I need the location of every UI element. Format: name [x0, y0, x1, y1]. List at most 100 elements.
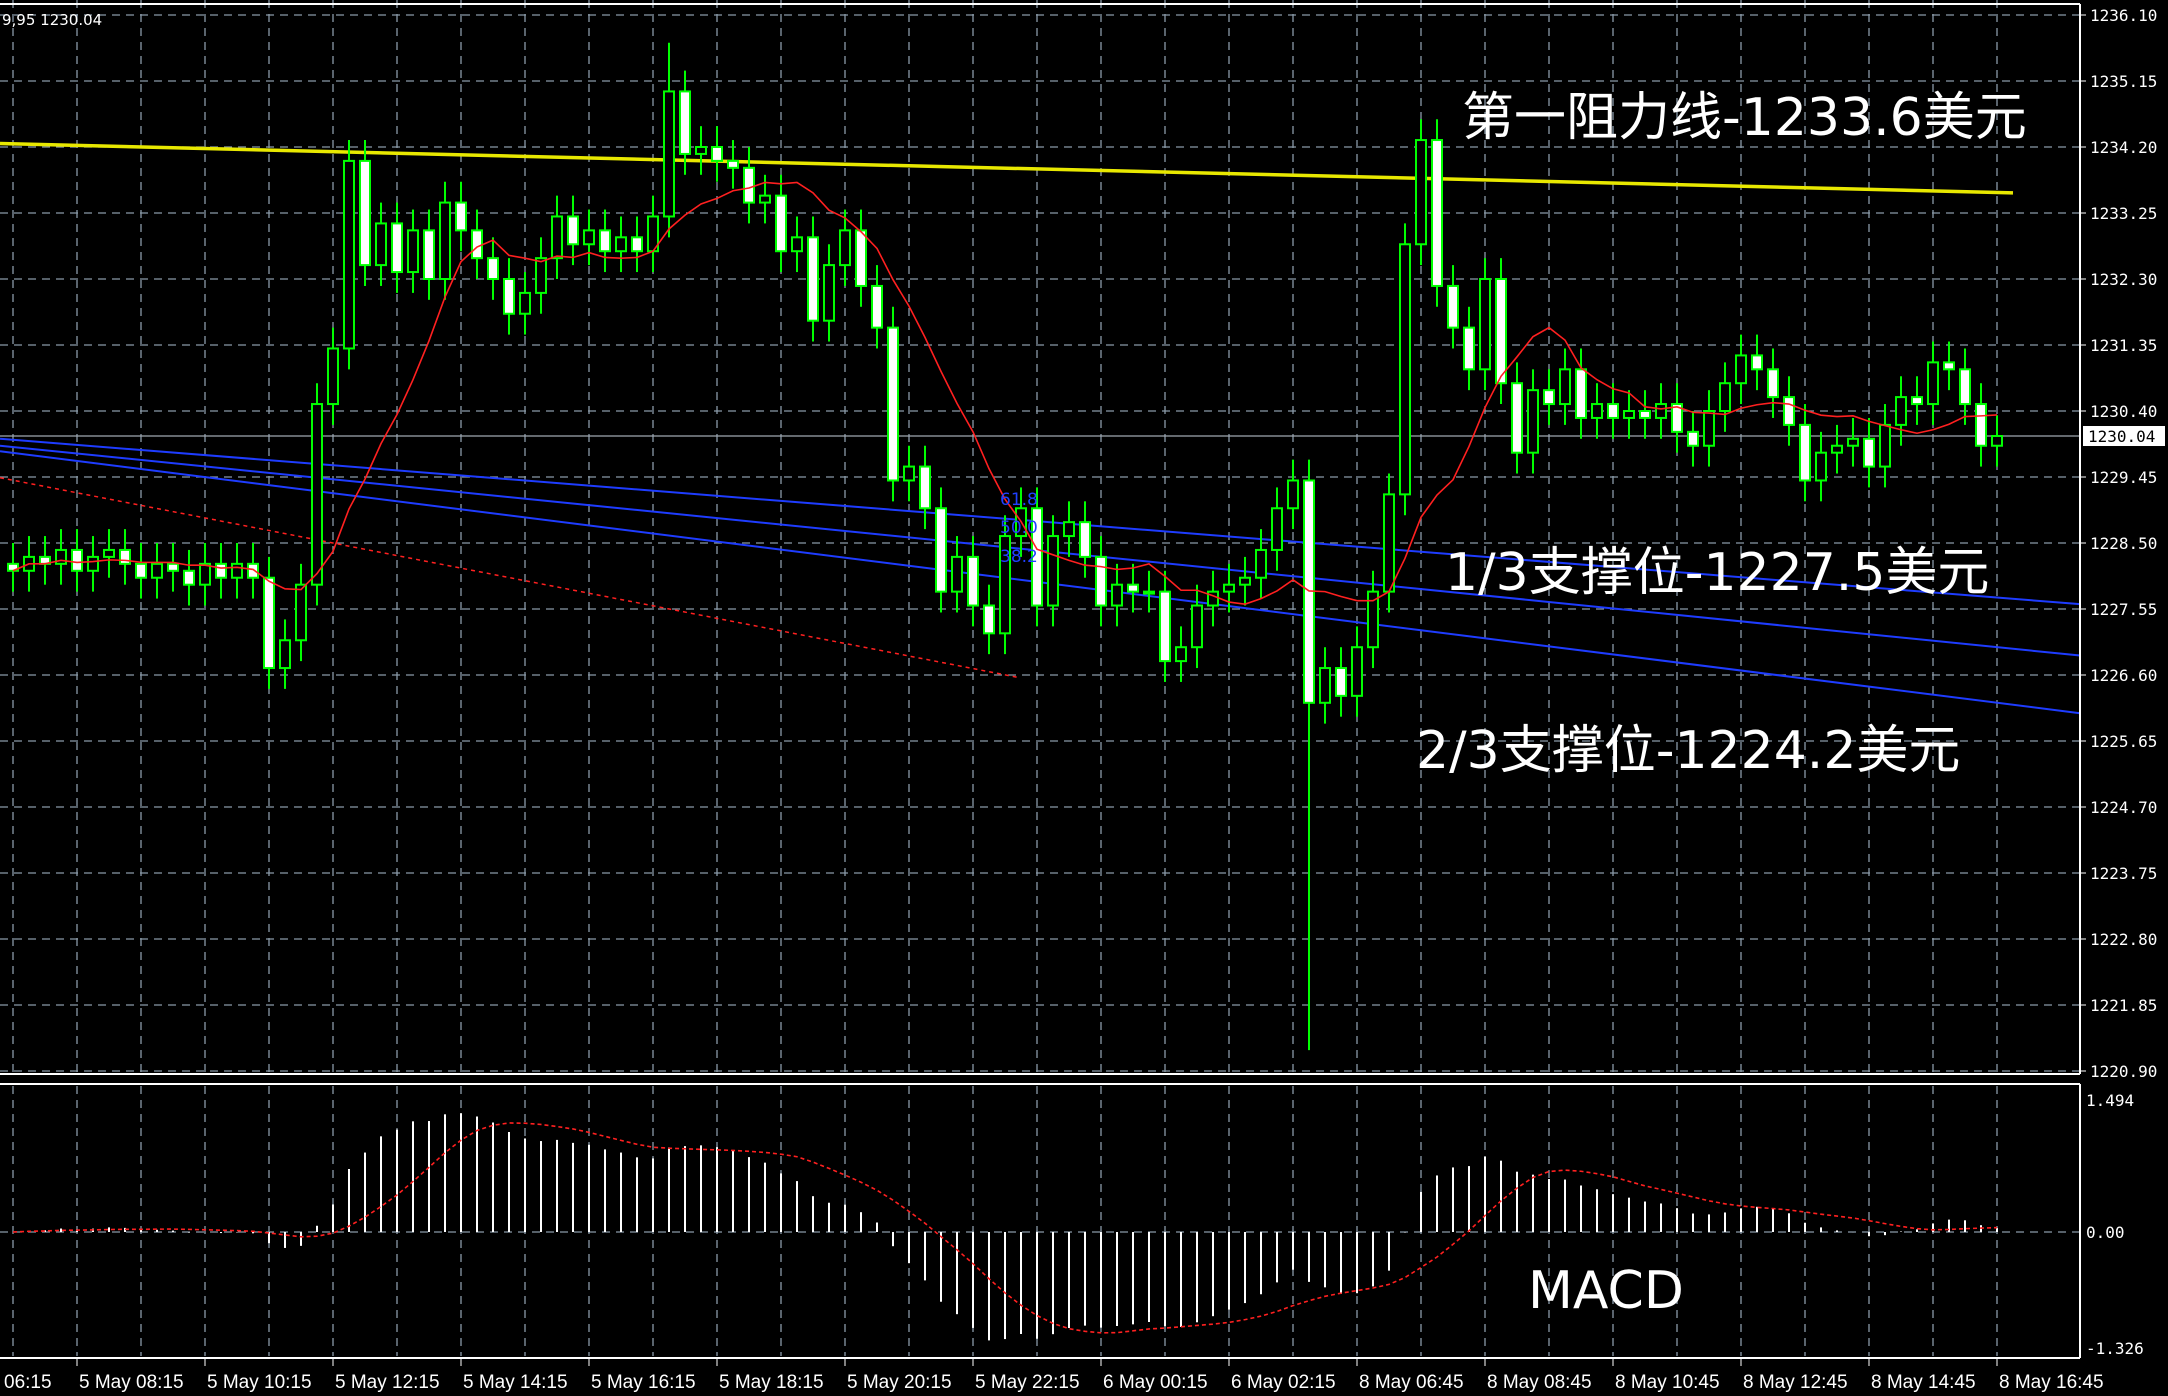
- candle-body: [135, 562, 147, 579]
- candle-body: [1127, 583, 1139, 593]
- price-tick-label: 1230.40: [2090, 402, 2157, 421]
- support-2-3-label: 2/3支撑位-1224.2美元: [1416, 721, 1960, 781]
- candle: [1655, 383, 1667, 439]
- candle-body: [1799, 423, 1811, 482]
- candle: [1639, 390, 1651, 439]
- candle-body: [1719, 382, 1731, 413]
- candle-body: [1463, 326, 1475, 371]
- candle: [1271, 487, 1283, 571]
- candle-body: [423, 229, 435, 281]
- candle-body: [839, 229, 851, 267]
- candle-body: [519, 291, 531, 315]
- candle: [503, 258, 515, 335]
- candle: [1159, 570, 1171, 682]
- candle-body: [1959, 368, 1971, 406]
- candle-body: [1943, 361, 1955, 371]
- candle-body: [1447, 284, 1459, 329]
- candle: [887, 306, 899, 502]
- candle-body: [1735, 354, 1747, 385]
- candle-body: [1831, 444, 1843, 454]
- candle: [263, 556, 275, 689]
- candle: [567, 195, 579, 266]
- candle: [1127, 563, 1139, 613]
- candle-body: [743, 166, 755, 204]
- candle-body: [1687, 430, 1699, 447]
- candle-body: [119, 548, 131, 565]
- candle-body: [1367, 590, 1379, 649]
- candle: [1719, 362, 1731, 432]
- candle-body: [407, 229, 419, 274]
- candle: [1047, 515, 1059, 627]
- fib-label-38-2: 38.2: [1000, 547, 1038, 567]
- candle-body: [887, 326, 899, 482]
- candle-body: [1431, 139, 1443, 287]
- candle: [647, 195, 659, 273]
- candle: [327, 327, 339, 425]
- candle: [1319, 647, 1331, 724]
- candle-body: [1703, 410, 1715, 447]
- candle-body: [567, 215, 579, 246]
- candle-body: [375, 222, 387, 267]
- candle-body: [1143, 590, 1155, 595]
- candle-body: [1511, 382, 1523, 454]
- candle: [1223, 563, 1235, 613]
- candle-body: [183, 569, 195, 586]
- fib-label-61-8: 61.8: [1000, 490, 1038, 510]
- candle: [1815, 431, 1827, 502]
- candle-body: [471, 229, 483, 260]
- candle-body: [199, 562, 211, 586]
- candle: [663, 42, 675, 238]
- candle-body: [87, 555, 99, 572]
- candle: [1239, 556, 1251, 606]
- info-text: 9,95 1230.04: [2, 11, 102, 29]
- candle-body: [551, 215, 563, 260]
- candle-body: [487, 257, 499, 281]
- candle: [1175, 626, 1187, 682]
- time-tick-label: 8 May 06:45: [1359, 1372, 1464, 1393]
- candle-body: [1079, 521, 1091, 558]
- candle: [679, 70, 691, 175]
- time-tick-label: 5 May 18:15: [719, 1372, 824, 1393]
- candle-body: [71, 548, 83, 572]
- candle: [55, 529, 67, 585]
- candle: [1351, 626, 1363, 717]
- candle: [439, 181, 451, 300]
- candle-body: [1559, 368, 1571, 406]
- time-tick-label: 06:15: [4, 1372, 52, 1393]
- time-tick-label: 5 May 16:15: [591, 1372, 696, 1393]
- candle: [951, 536, 963, 613]
- candle: [391, 202, 403, 293]
- candle: [1399, 223, 1411, 516]
- candle-body: [1063, 521, 1075, 538]
- macd-tick-label: 0.00: [2086, 1223, 2125, 1242]
- candle: [1511, 362, 1523, 474]
- candle-body: [583, 229, 595, 246]
- candle: [1895, 376, 1907, 446]
- candle-body: [503, 278, 515, 315]
- candle-body: [791, 236, 803, 253]
- macd-panel: [12, 1113, 1998, 1341]
- candle-body: [231, 562, 243, 579]
- time-tick-label: 6 May 00:15: [1103, 1372, 1208, 1393]
- candle: [1031, 487, 1043, 627]
- candle: [471, 209, 483, 279]
- price-tick-label: 1220.90: [2090, 1062, 2157, 1081]
- moving-average: [12, 181, 1998, 605]
- candle: [231, 543, 243, 599]
- candle-body: [1623, 410, 1635, 419]
- candle-body: [615, 236, 627, 253]
- candle-body: [663, 90, 675, 218]
- candle: [1095, 536, 1107, 627]
- candle: [695, 126, 707, 175]
- candle-body: [1335, 667, 1347, 697]
- candle: [1863, 417, 1875, 488]
- fib-label-50-0: 50.0: [1000, 518, 1038, 538]
- candle: [1623, 390, 1635, 439]
- candle-body: [1271, 507, 1283, 551]
- candle-body: [455, 201, 467, 232]
- support-1-3-label: 1/3支撑位-1227.5美元: [1445, 543, 1989, 603]
- candle: [615, 216, 627, 273]
- candle-body: [55, 548, 67, 565]
- candle: [855, 209, 867, 307]
- candle-body: [535, 257, 547, 294]
